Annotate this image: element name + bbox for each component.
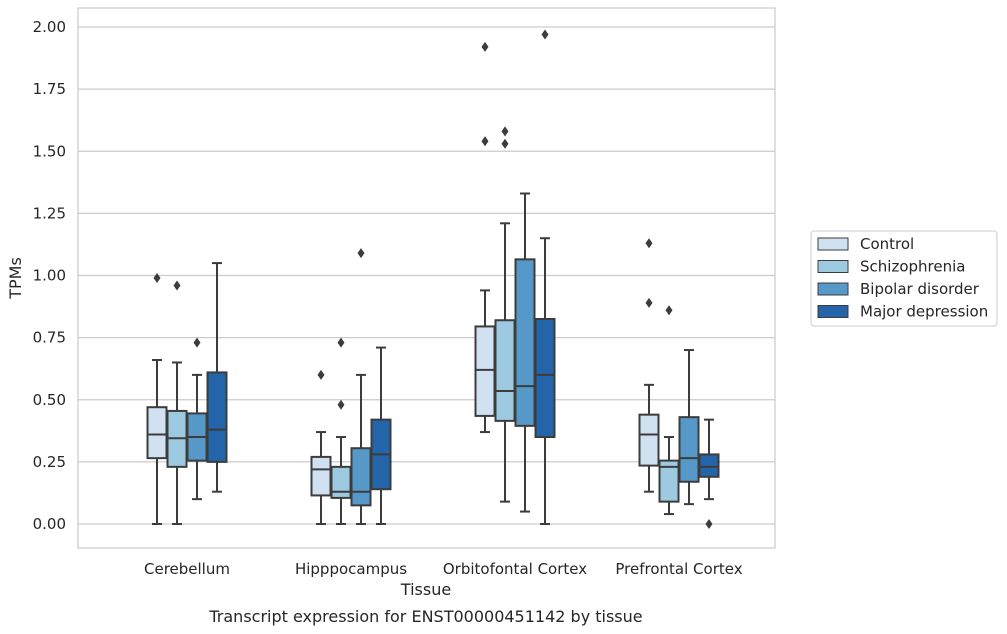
box-iqr (514, 258, 536, 427)
x-tick-label: Orbitofontal Cortex (443, 560, 587, 578)
outlier-marker (541, 29, 549, 40)
box-3 (638, 238, 660, 493)
box-iqr (534, 317, 556, 439)
x-tick-label: Hipppocampus (295, 560, 407, 578)
box-iqr (474, 325, 496, 417)
box-3 (698, 418, 720, 529)
outlier-marker (501, 126, 509, 137)
y-tick-label: 1.25 (33, 204, 66, 222)
box-1 (310, 369, 332, 525)
x-tick-label: Prefrontal Cortex (615, 560, 742, 578)
box-1 (370, 346, 392, 525)
y-tick-labels: 0.00 0.25 0.50 0.75 1.00 1.25 1.50 1.75 2.00 (33, 18, 66, 533)
box-1 (330, 337, 352, 525)
y-tick-label: 1.00 (33, 267, 66, 285)
series-bipolar-disorder (186, 192, 700, 525)
box-iqr (494, 319, 516, 422)
box-iqr (330, 465, 352, 499)
box-2 (494, 126, 516, 503)
y-tick-label: 0.25 (33, 453, 66, 471)
chart-caption: Transcript expression for ENST0000045114… (208, 607, 642, 626)
x-tick-labels: Cerebellum Hipppocampus Orbitofontal Corte… (144, 560, 743, 578)
y-gridlines (78, 26, 775, 525)
box-1 (350, 248, 372, 525)
series-major-depression (206, 29, 720, 529)
outlier-marker (501, 138, 509, 149)
legend-label: Control (860, 235, 914, 253)
y-tick-label: 2.00 (33, 18, 66, 36)
box-2 (474, 41, 496, 434)
legend-swatch (817, 237, 849, 251)
outlier-marker (337, 399, 345, 410)
outlier-marker (481, 41, 489, 52)
box-series-group (146, 29, 720, 529)
x-tick-label: Cerebellum (144, 560, 230, 578)
box-iqr (678, 416, 700, 483)
legend-label: Major depression (860, 303, 988, 321)
box-iqr (698, 453, 720, 478)
legend-swatch (817, 282, 849, 296)
legend-label: Schizophrenia (860, 258, 965, 276)
outlier-marker (645, 238, 653, 249)
box-0 (206, 262, 228, 493)
y-tick-label: 0.50 (33, 391, 66, 409)
outlier-marker (705, 519, 713, 529)
box-2 (534, 29, 556, 525)
box-iqr (206, 371, 228, 463)
box-3 (678, 349, 700, 506)
legend: Control Schizophrenia Bipolar disorder Majo… (810, 230, 998, 327)
plot-frame (77, 7, 776, 549)
y-tick-label: 0.75 (33, 329, 66, 347)
box-iqr (350, 447, 372, 507)
outlier-marker (337, 337, 345, 348)
outlier-marker (645, 297, 653, 308)
y-tick-label: 1.75 (33, 80, 66, 98)
outlier-marker (357, 248, 365, 259)
box-0 (186, 337, 208, 501)
legend-swatch (817, 260, 849, 273)
y-tick-label: 0.00 (33, 515, 66, 533)
legend-label: Bipolar disorder (860, 280, 980, 298)
y-axis-label: TPMs (6, 257, 25, 300)
box-iqr (310, 455, 332, 497)
box-iqr (638, 413, 660, 467)
y-tick-label: 1.50 (33, 142, 66, 160)
outlier-marker (317, 369, 325, 380)
x-axis-label: Tissue (400, 580, 451, 599)
outlier-marker (173, 280, 181, 291)
legend-frame (810, 230, 998, 327)
outlier-marker (481, 136, 489, 147)
outlier-marker (665, 305, 673, 316)
outlier-marker (193, 337, 201, 348)
outlier-marker (153, 272, 161, 283)
legend-swatch (817, 305, 849, 318)
series-control (146, 41, 660, 525)
box-iqr (146, 406, 168, 460)
